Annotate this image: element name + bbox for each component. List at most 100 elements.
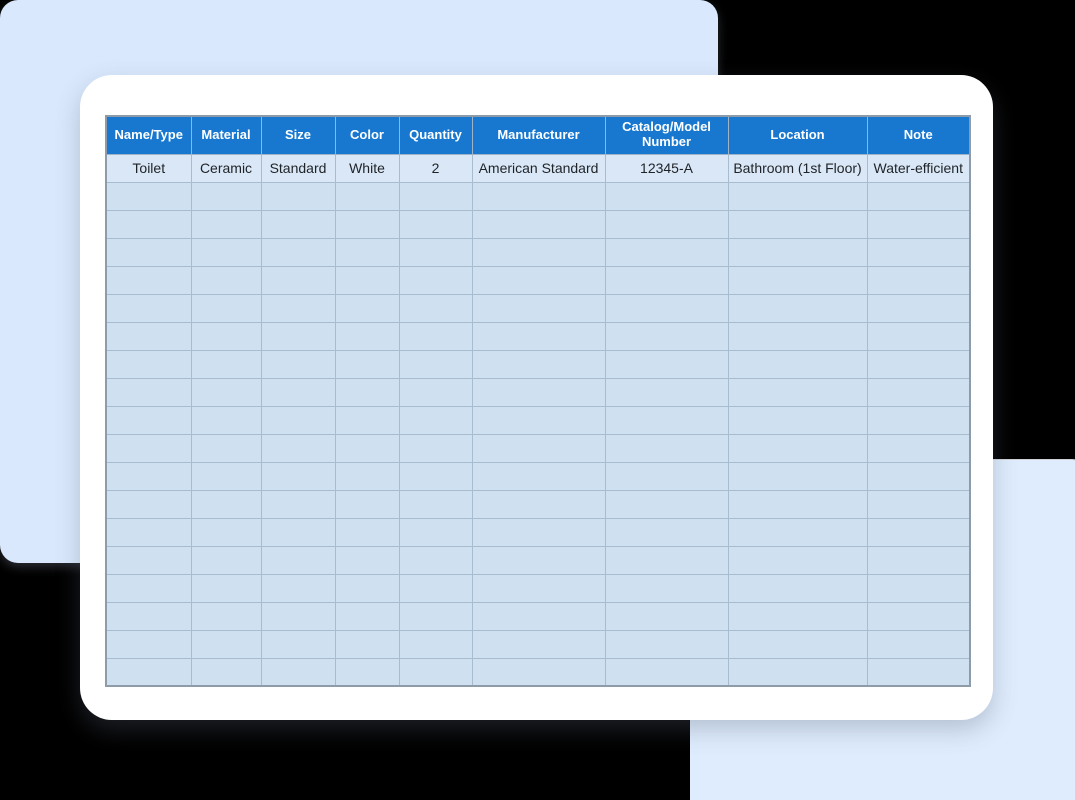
table-cell-empty[interactable] bbox=[105, 377, 192, 407]
column-header[interactable]: Size bbox=[260, 115, 336, 155]
table-cell-empty[interactable] bbox=[471, 209, 606, 239]
table-cell-empty[interactable] bbox=[105, 573, 192, 603]
table-cell-empty[interactable] bbox=[260, 209, 336, 239]
table-cell[interactable]: Standard bbox=[260, 153, 336, 183]
table-cell-empty[interactable] bbox=[727, 601, 868, 631]
table-cell-empty[interactable] bbox=[334, 405, 400, 435]
table-cell-empty[interactable] bbox=[190, 601, 262, 631]
table-cell-empty[interactable] bbox=[260, 461, 336, 491]
table-cell-empty[interactable] bbox=[190, 489, 262, 519]
table-cell-empty[interactable] bbox=[727, 629, 868, 659]
table-cell-empty[interactable] bbox=[727, 377, 868, 407]
table-cell-empty[interactable] bbox=[471, 433, 606, 463]
table-cell-empty[interactable] bbox=[190, 349, 262, 379]
column-header[interactable]: Name/Type bbox=[105, 115, 192, 155]
table-cell-empty[interactable] bbox=[334, 573, 400, 603]
table-cell-empty[interactable] bbox=[334, 321, 400, 351]
table-cell-empty[interactable] bbox=[604, 405, 729, 435]
table-cell-empty[interactable] bbox=[398, 489, 473, 519]
table-cell-empty[interactable] bbox=[727, 573, 868, 603]
table-cell-empty[interactable] bbox=[260, 237, 336, 267]
table-cell-empty[interactable] bbox=[604, 265, 729, 295]
table-cell-empty[interactable] bbox=[334, 517, 400, 547]
table-cell-empty[interactable] bbox=[866, 517, 971, 547]
table-cell-empty[interactable] bbox=[190, 265, 262, 295]
table-cell-empty[interactable] bbox=[866, 433, 971, 463]
table-cell-empty[interactable] bbox=[190, 629, 262, 659]
table-cell-empty[interactable] bbox=[471, 405, 606, 435]
table-cell-empty[interactable] bbox=[398, 461, 473, 491]
table-cell-empty[interactable] bbox=[471, 545, 606, 575]
table-cell-empty[interactable] bbox=[471, 489, 606, 519]
table-cell-empty[interactable] bbox=[471, 321, 606, 351]
table-cell-empty[interactable] bbox=[727, 349, 868, 379]
table-cell-empty[interactable] bbox=[727, 433, 868, 463]
table-cell-empty[interactable] bbox=[604, 377, 729, 407]
table-cell-empty[interactable] bbox=[260, 181, 336, 211]
table-cell[interactable]: 12345-A bbox=[604, 153, 729, 183]
table-cell-empty[interactable] bbox=[260, 377, 336, 407]
table-cell[interactable]: 2 bbox=[398, 153, 473, 183]
table-cell-empty[interactable] bbox=[471, 181, 606, 211]
table-cell-empty[interactable] bbox=[105, 461, 192, 491]
table-cell-empty[interactable] bbox=[105, 629, 192, 659]
table-cell-empty[interactable] bbox=[727, 517, 868, 547]
table-cell-empty[interactable] bbox=[334, 237, 400, 267]
table-cell-empty[interactable] bbox=[190, 237, 262, 267]
table-cell-empty[interactable] bbox=[866, 573, 971, 603]
table-cell-empty[interactable] bbox=[334, 545, 400, 575]
table-cell-empty[interactable] bbox=[105, 433, 192, 463]
table-cell-empty[interactable] bbox=[471, 377, 606, 407]
table-cell-empty[interactable] bbox=[260, 433, 336, 463]
table-cell-empty[interactable] bbox=[604, 629, 729, 659]
table-cell-empty[interactable] bbox=[727, 209, 868, 239]
table-cell-empty[interactable] bbox=[866, 629, 971, 659]
table-cell-empty[interactable] bbox=[866, 377, 971, 407]
table-cell-empty[interactable] bbox=[727, 265, 868, 295]
table-cell-empty[interactable] bbox=[398, 573, 473, 603]
table-cell-empty[interactable] bbox=[398, 657, 473, 687]
table-cell-empty[interactable] bbox=[105, 293, 192, 323]
table-cell[interactable]: Ceramic bbox=[190, 153, 262, 183]
table-cell[interactable]: Toilet bbox=[105, 153, 192, 183]
table-cell-empty[interactable] bbox=[471, 629, 606, 659]
table-cell-empty[interactable] bbox=[866, 321, 971, 351]
table-cell-empty[interactable] bbox=[105, 349, 192, 379]
table-cell-empty[interactable] bbox=[190, 545, 262, 575]
table-cell-empty[interactable] bbox=[190, 517, 262, 547]
table-cell-empty[interactable] bbox=[866, 601, 971, 631]
column-header[interactable]: Note bbox=[866, 115, 971, 155]
table-cell-empty[interactable] bbox=[604, 489, 729, 519]
table-cell-empty[interactable] bbox=[866, 237, 971, 267]
table-cell-empty[interactable] bbox=[334, 349, 400, 379]
table-cell-empty[interactable] bbox=[260, 321, 336, 351]
table-cell-empty[interactable] bbox=[604, 237, 729, 267]
table-cell-empty[interactable] bbox=[190, 377, 262, 407]
table-cell[interactable]: Water-efficient bbox=[866, 153, 971, 183]
table-cell-empty[interactable] bbox=[604, 293, 729, 323]
table-cell-empty[interactable] bbox=[604, 349, 729, 379]
table-cell-empty[interactable] bbox=[105, 405, 192, 435]
column-header[interactable]: Location bbox=[727, 115, 868, 155]
table-cell-empty[interactable] bbox=[727, 545, 868, 575]
table-cell-empty[interactable] bbox=[190, 573, 262, 603]
table-cell-empty[interactable] bbox=[398, 237, 473, 267]
table-cell-empty[interactable] bbox=[471, 657, 606, 687]
table-cell-empty[interactable] bbox=[471, 517, 606, 547]
table-cell-empty[interactable] bbox=[866, 489, 971, 519]
table-cell-empty[interactable] bbox=[260, 265, 336, 295]
table-cell-empty[interactable] bbox=[866, 209, 971, 239]
table-cell-empty[interactable] bbox=[260, 489, 336, 519]
table-cell-empty[interactable] bbox=[604, 573, 729, 603]
table-cell-empty[interactable] bbox=[866, 349, 971, 379]
table-cell-empty[interactable] bbox=[727, 489, 868, 519]
table-cell-empty[interactable] bbox=[398, 405, 473, 435]
table-cell-empty[interactable] bbox=[398, 545, 473, 575]
table-cell-empty[interactable] bbox=[398, 629, 473, 659]
table-cell-empty[interactable] bbox=[866, 405, 971, 435]
column-header[interactable]: Catalog/Model Number bbox=[604, 115, 729, 155]
column-header[interactable]: Material bbox=[190, 115, 262, 155]
table-cell-empty[interactable] bbox=[398, 601, 473, 631]
table-cell-empty[interactable] bbox=[604, 517, 729, 547]
table-cell-empty[interactable] bbox=[604, 545, 729, 575]
